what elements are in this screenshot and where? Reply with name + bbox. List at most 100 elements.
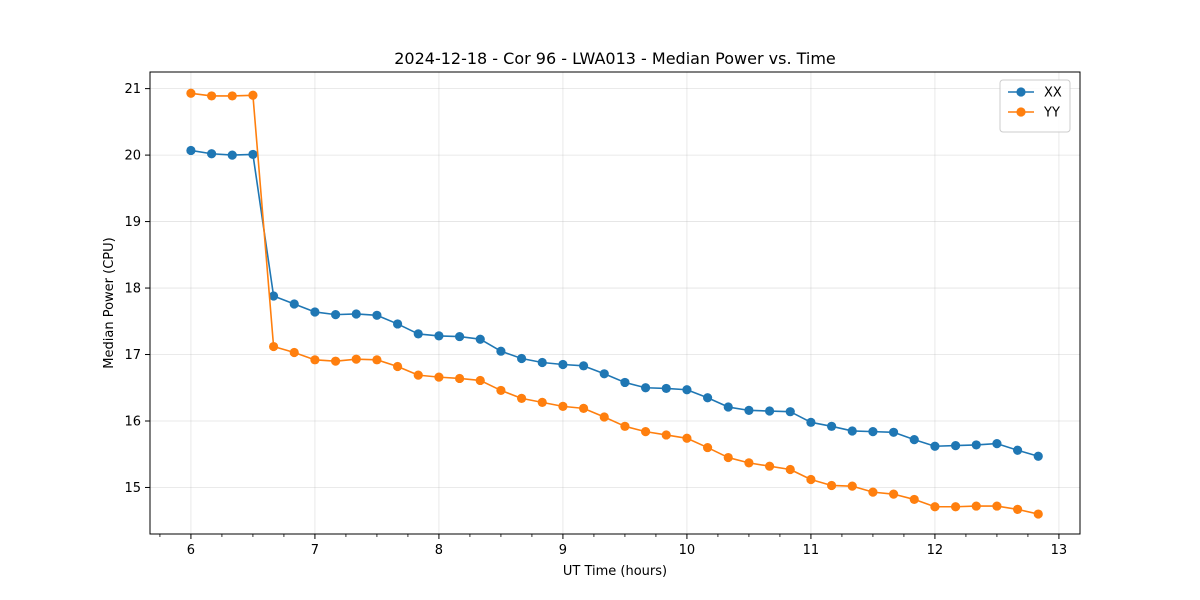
y-axis-title: Median Power (CPU) xyxy=(102,237,117,368)
x-tick-label: 9 xyxy=(559,543,567,558)
data-point-yy xyxy=(1033,509,1043,519)
data-point-yy xyxy=(413,370,423,380)
data-point-xx xyxy=(950,440,961,451)
legend-label: YY xyxy=(1043,106,1060,121)
series-layer xyxy=(186,88,1043,519)
data-point-yy xyxy=(888,489,899,499)
data-point-xx xyxy=(764,406,775,416)
data-point-xx xyxy=(640,383,651,393)
data-point-yy xyxy=(723,452,733,463)
data-point-yy xyxy=(475,375,485,386)
legend-label: XX xyxy=(1044,86,1062,101)
data-point-yy xyxy=(640,427,651,437)
y-tick-label: 21 xyxy=(124,82,141,97)
data-point-xx xyxy=(868,427,878,437)
data-point-yy xyxy=(248,90,258,100)
data-point-xx xyxy=(310,307,320,317)
data-point-yy xyxy=(702,442,713,453)
legend: XX YY xyxy=(999,79,1071,133)
data-point-xx xyxy=(971,440,981,450)
data-point-xx xyxy=(227,150,237,160)
legend-marker xyxy=(1016,107,1026,117)
data-point-yy xyxy=(764,461,775,471)
data-point-yy xyxy=(434,372,444,382)
data-point-xx xyxy=(723,402,733,412)
plot-frame xyxy=(149,71,1081,535)
data-point-yy xyxy=(909,494,919,505)
data-point-xx xyxy=(1012,445,1023,455)
x-axis-title: UT Time (hours) xyxy=(563,564,667,579)
data-point-xx xyxy=(1033,451,1043,461)
data-point-xx xyxy=(289,299,299,309)
data-point-xx xyxy=(454,331,465,342)
data-point-yy xyxy=(744,458,754,468)
legend-marker xyxy=(1016,87,1026,97)
data-point-xx xyxy=(806,417,816,427)
data-point-xx xyxy=(206,149,217,159)
data-point-yy xyxy=(206,91,217,101)
data-point-yy xyxy=(1012,504,1023,515)
data-point-xx xyxy=(661,383,671,394)
data-point-xx xyxy=(372,310,382,320)
data-point-xx xyxy=(392,319,403,329)
series-xx xyxy=(186,145,1043,461)
data-point-yy xyxy=(268,341,279,352)
data-point-yy xyxy=(868,487,878,497)
chart-title: 2024-12-18 - Cor 96 - LWA013 - Median Po… xyxy=(394,49,836,68)
data-point-yy xyxy=(599,412,609,422)
x-tick-label: 7 xyxy=(311,543,319,558)
data-point-xx xyxy=(186,145,196,156)
data-point-yy xyxy=(537,397,547,407)
data-point-xx xyxy=(268,291,279,301)
series-yy xyxy=(186,88,1043,519)
data-point-yy xyxy=(930,502,940,512)
data-point-yy xyxy=(227,91,237,101)
y-tick-label: 19 xyxy=(124,215,141,230)
data-point-xx xyxy=(413,329,423,339)
data-point-xx xyxy=(909,435,919,445)
y-tick-label: 16 xyxy=(124,414,141,429)
data-point-yy xyxy=(682,433,692,443)
data-point-yy xyxy=(971,501,981,511)
data-point-xx xyxy=(826,421,837,431)
x-tick-label: 11 xyxy=(803,543,820,558)
y-tick-label: 15 xyxy=(124,481,141,496)
data-point-yy xyxy=(950,502,961,512)
data-point-xx xyxy=(558,359,568,370)
data-point-yy xyxy=(310,355,320,365)
data-point-yy xyxy=(289,347,299,358)
x-tick-label: 13 xyxy=(1051,543,1068,558)
ticks: 6 7 8 9 10 11 12 13 15 16 17 18 19 20 21 xyxy=(124,82,1067,558)
data-point-xx xyxy=(496,346,506,356)
data-point-xx xyxy=(599,369,609,379)
data-point-yy xyxy=(496,385,506,396)
data-point-yy xyxy=(992,501,1002,511)
data-point-xx xyxy=(330,310,341,320)
x-tick-label: 12 xyxy=(927,543,944,558)
data-point-yy xyxy=(661,430,671,440)
data-point-yy xyxy=(372,355,382,365)
legend-item-xx: XX xyxy=(1008,86,1062,101)
data-point-xx xyxy=(351,309,361,319)
data-point-xx xyxy=(578,361,589,371)
data-point-xx xyxy=(888,427,899,437)
x-tick-label: 8 xyxy=(435,543,443,558)
data-point-yy xyxy=(847,481,857,491)
data-point-xx xyxy=(537,357,547,368)
legend-item-yy: YY xyxy=(1008,106,1060,121)
data-point-xx xyxy=(248,149,258,160)
x-tick-label: 10 xyxy=(679,543,696,558)
data-point-yy xyxy=(620,421,630,431)
y-tick-label: 17 xyxy=(124,348,141,363)
data-point-xx xyxy=(744,405,754,415)
data-point-xx xyxy=(847,426,857,436)
data-point-yy xyxy=(392,361,403,372)
data-point-xx xyxy=(516,353,527,364)
data-point-yy xyxy=(454,373,465,384)
data-point-yy xyxy=(785,464,795,475)
y-tick-label: 20 xyxy=(124,149,141,164)
data-point-xx xyxy=(702,393,713,403)
data-point-xx xyxy=(930,441,940,451)
data-point-xx xyxy=(475,334,485,344)
